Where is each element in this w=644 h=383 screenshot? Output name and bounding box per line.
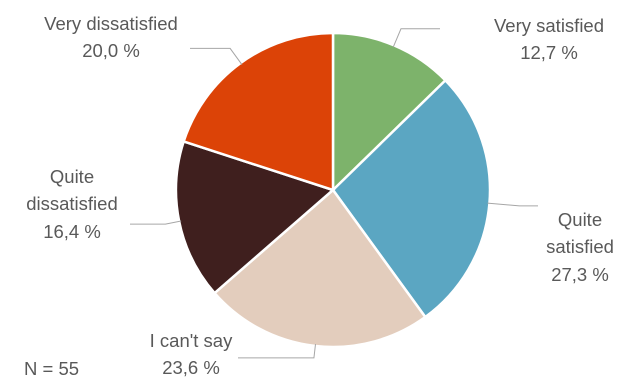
leader-line-quite-dissatisfied [130, 220, 182, 225]
value-label-i-cant-say: 23,6 % [162, 357, 220, 378]
leader-lines [130, 28, 538, 359]
category-label-i-cant-say: I can't say [150, 330, 233, 351]
category-label-very-satisfied: Very satisfied [494, 15, 604, 36]
category-label-quite-dissatisfied-line2: dissatisfied [26, 193, 118, 214]
value-label-quite-satisfied: 27,3 % [551, 264, 609, 285]
sample-size-note: N = 55 [24, 358, 79, 379]
leader-line-very-dissatisfied [190, 47, 243, 65]
leader-line-very-satisfied [392, 28, 440, 48]
value-label-very-satisfied: 12,7 % [520, 42, 578, 63]
category-label-quite-satisfied-line1: Quite [558, 209, 602, 230]
value-label-quite-dissatisfied: 16,4 % [43, 221, 101, 242]
category-label-quite-dissatisfied-line1: Quite [50, 166, 94, 187]
leader-line-quite-satisfied [487, 202, 538, 207]
category-label-very-dissatisfied: Very dissatisfied [44, 13, 178, 34]
leader-line-i-can-t-say [238, 343, 317, 359]
category-label-quite-satisfied-line2: satisfied [546, 236, 614, 257]
pie-slices [174, 31, 492, 349]
value-label-very-dissatisfied: 20,0 % [82, 40, 140, 61]
